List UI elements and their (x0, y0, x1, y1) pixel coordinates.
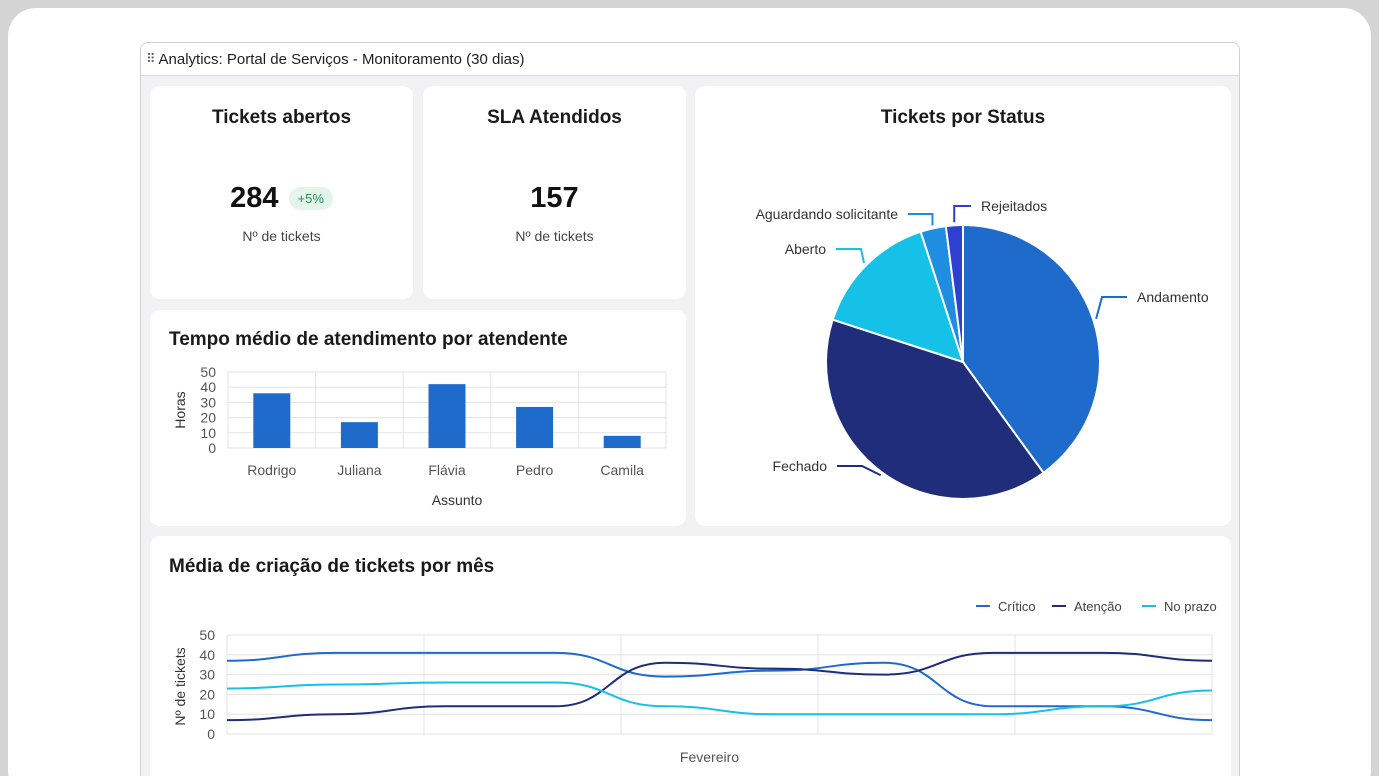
pie-slice (825, 318, 1045, 500)
line-chart-card: Média de criação de tickets por mês 0 10 2… (150, 536, 1231, 776)
bar-x-tick-label: Juliana (337, 462, 382, 478)
kpi-sla-value: 157 (530, 182, 579, 214)
kpi-sla-card: SLA Atendidos 157 Nº de tickets (423, 86, 686, 299)
bar-y-tick-label: 30 (200, 394, 216, 410)
bar-x-tick-label: Pedro (516, 462, 554, 478)
legend-label: Atenção (1074, 599, 1122, 614)
bar-y-tick-label: 50 (200, 364, 216, 380)
bar-y-tick-label: 20 (200, 410, 216, 426)
pie-chart-card: Tickets por Status Andamento Fechado Abert… (695, 86, 1231, 526)
kpi-open-value: 284 (230, 182, 279, 214)
drag-handle-icon[interactable]: ⠿ (146, 51, 155, 66)
pie-slice-label: Aguardando solicitante (756, 206, 899, 222)
kpi-open-title: Tickets abertos (211, 107, 352, 128)
line-series-atenção (226, 651, 1213, 722)
line-chart: 0 10 20 30 40 50 Crítico Atenção No prazo Feverei… (172, 599, 1217, 765)
line-chart-title: Média de criação de tickets por mês (169, 556, 495, 577)
pie-slice (944, 223, 964, 363)
pie-chart: Andamento Fechado Aberto Aguardando solicit… (756, 198, 1209, 500)
line-y-tick-label: 0 (207, 726, 215, 742)
line-y-tick-label: 10 (199, 706, 215, 722)
line-y-axis-label: Nº de tickets (172, 647, 188, 725)
legend-label: No prazo (1164, 599, 1217, 614)
window-titlebar[interactable]: ⠿ Analytics: Portal de Serviços - Monito… (141, 43, 1239, 76)
pie-slice (962, 223, 1101, 475)
pie-slice-label: Rejeitados (981, 198, 1047, 214)
window-title: Analytics: Portal de Serviços - Monitora… (158, 50, 525, 68)
pie-slice-label: Aberto (785, 241, 826, 257)
bar-y-tick-label: 10 (200, 425, 216, 441)
kpi-open-change-badge: +5% (288, 187, 333, 210)
pie-leader-line (837, 465, 882, 477)
pie-slice-label: Andamento (1137, 289, 1209, 305)
bar-y-axis-label: Horas (172, 391, 188, 428)
line-y-tick-label: 30 (199, 667, 215, 683)
bar-y-tick-label: 40 (200, 379, 216, 395)
bar (340, 422, 378, 448)
bar-x-axis-label: Assunto (432, 492, 483, 508)
line-series-no-prazo (226, 681, 1213, 716)
pie-leader-line (953, 205, 971, 223)
bar (516, 406, 554, 448)
bar-x-tick-label: Rodrigo (247, 462, 296, 478)
line-y-tick-label: 20 (199, 686, 215, 702)
line-y-tick-label: 40 (199, 647, 215, 663)
pie-chart-title: Tickets por Status (880, 107, 1046, 128)
kpi-open-tickets-card: Tickets abertos 284 +5% Nº de tickets (150, 86, 413, 299)
pie-slice-label: Fechado (773, 458, 828, 474)
pie-leader-line (836, 248, 865, 264)
kpi-sla-title: SLA Atendidos (487, 107, 622, 128)
bar (428, 384, 466, 448)
bar (253, 393, 291, 448)
kpi-open-subtitle: Nº de tickets (242, 228, 321, 244)
bar (603, 435, 641, 448)
line-series-crítico (226, 651, 1213, 722)
pie-leader-line (1095, 296, 1127, 319)
pie-leader-line (908, 213, 934, 226)
bar-x-tick-label: Flávia (428, 462, 466, 478)
bar-chart-title: Tempo médio de atendimento por atendente (169, 329, 568, 350)
kpi-sla-subtitle: Nº de tickets (515, 228, 594, 244)
bar-chart-card: Tempo médio de atendimento por atendente… (150, 310, 686, 526)
dashboard-window: ⠿ Analytics: Portal de Serviços - Monito… (140, 42, 1240, 776)
bar-x-tick-label: Camila (600, 462, 644, 478)
legend-label: Crítico (998, 599, 1036, 614)
bar-y-tick-label: 0 (208, 440, 216, 456)
line-x-axis-label: Fevereiro (680, 749, 739, 765)
line-y-tick-label: 50 (199, 627, 215, 643)
